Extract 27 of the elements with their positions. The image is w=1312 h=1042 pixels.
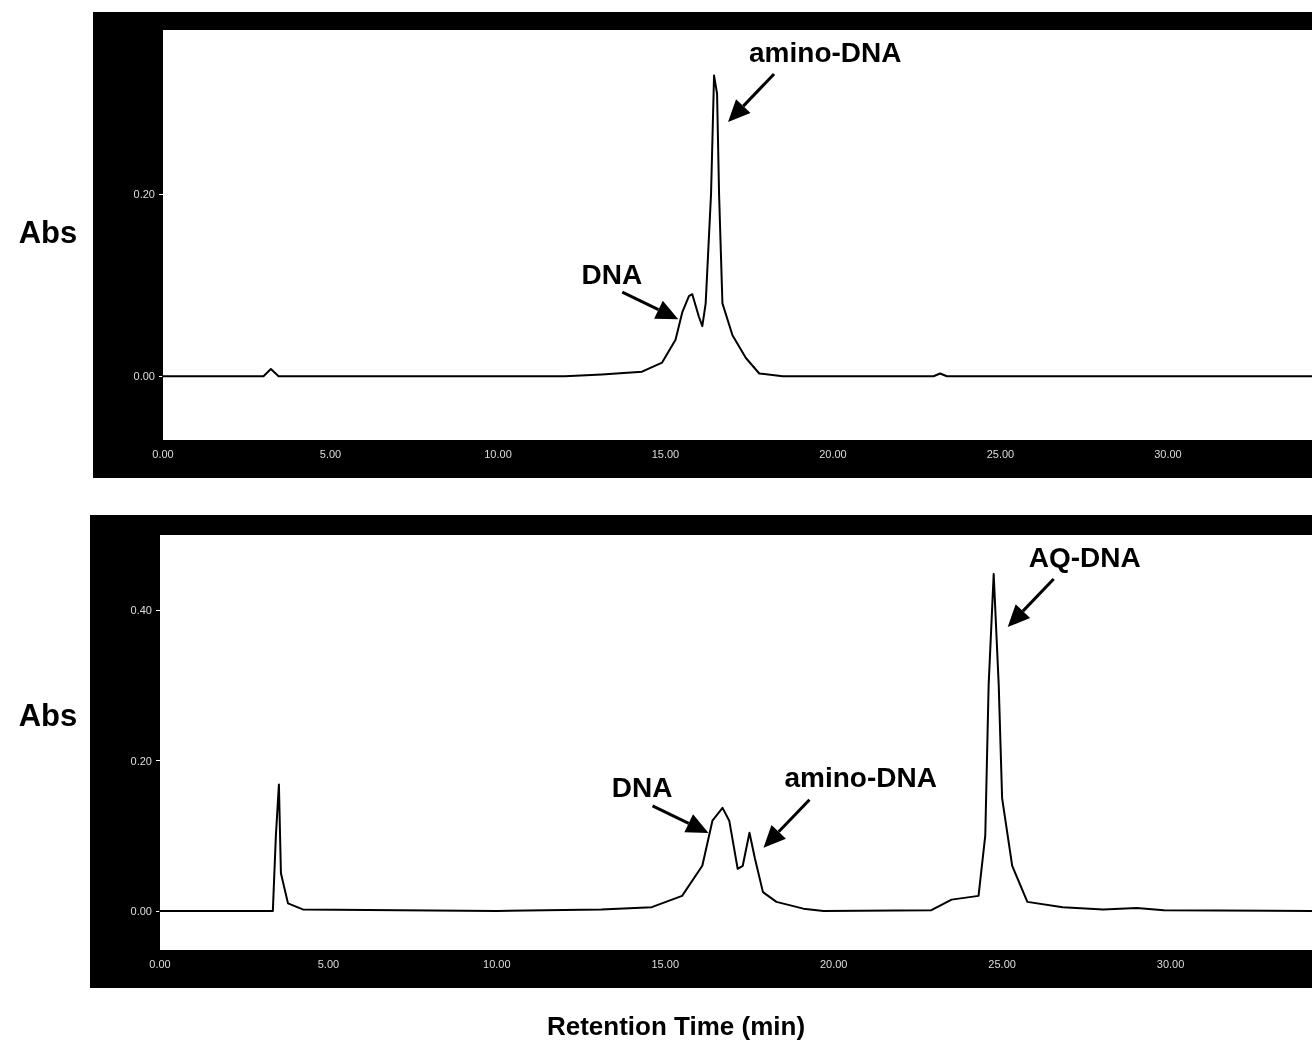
x-tick-label: 0.00 <box>152 447 174 460</box>
x-tick-label: 15.00 <box>651 957 680 970</box>
x-tick-label: 10.00 <box>483 957 511 970</box>
x-tick-label: 20.00 <box>819 957 848 970</box>
annotation: DNA <box>611 772 673 804</box>
x-tick-label: 10.00 <box>484 447 512 460</box>
annotation: AQ-DNA <box>1028 541 1141 573</box>
y-tick-label: 0.20 <box>130 754 152 767</box>
x-tick-label: 20.00 <box>819 447 847 460</box>
y-tick-label: 0.20 <box>133 188 155 200</box>
x-tick-label: 5.00 <box>319 447 342 460</box>
y-axis-title: Abs <box>18 697 78 733</box>
x-tick-label: 15.00 <box>651 447 680 460</box>
x-axis-title: Retention Time (min) <box>546 1011 806 1041</box>
x-tick-label: 25.00 <box>988 957 1016 970</box>
x-tick-label: 30.00 <box>1154 447 1182 460</box>
y-tick-label: 0.00 <box>133 370 155 383</box>
y-axis-title: Abs <box>18 214 78 250</box>
y-tick-label: 0.00 <box>130 904 152 917</box>
y-tick-label: 0.40 <box>130 604 152 617</box>
x-tick-label: 25.00 <box>986 447 1015 460</box>
annotation: amino-DNA <box>749 36 902 68</box>
x-tick-label: 0.00 <box>149 957 171 970</box>
x-tick-label: 30.00 <box>1156 957 1185 970</box>
annotation: DNA <box>581 258 643 290</box>
x-tick-label: 5.00 <box>317 957 340 970</box>
annotation: amino-DNA <box>784 762 937 794</box>
